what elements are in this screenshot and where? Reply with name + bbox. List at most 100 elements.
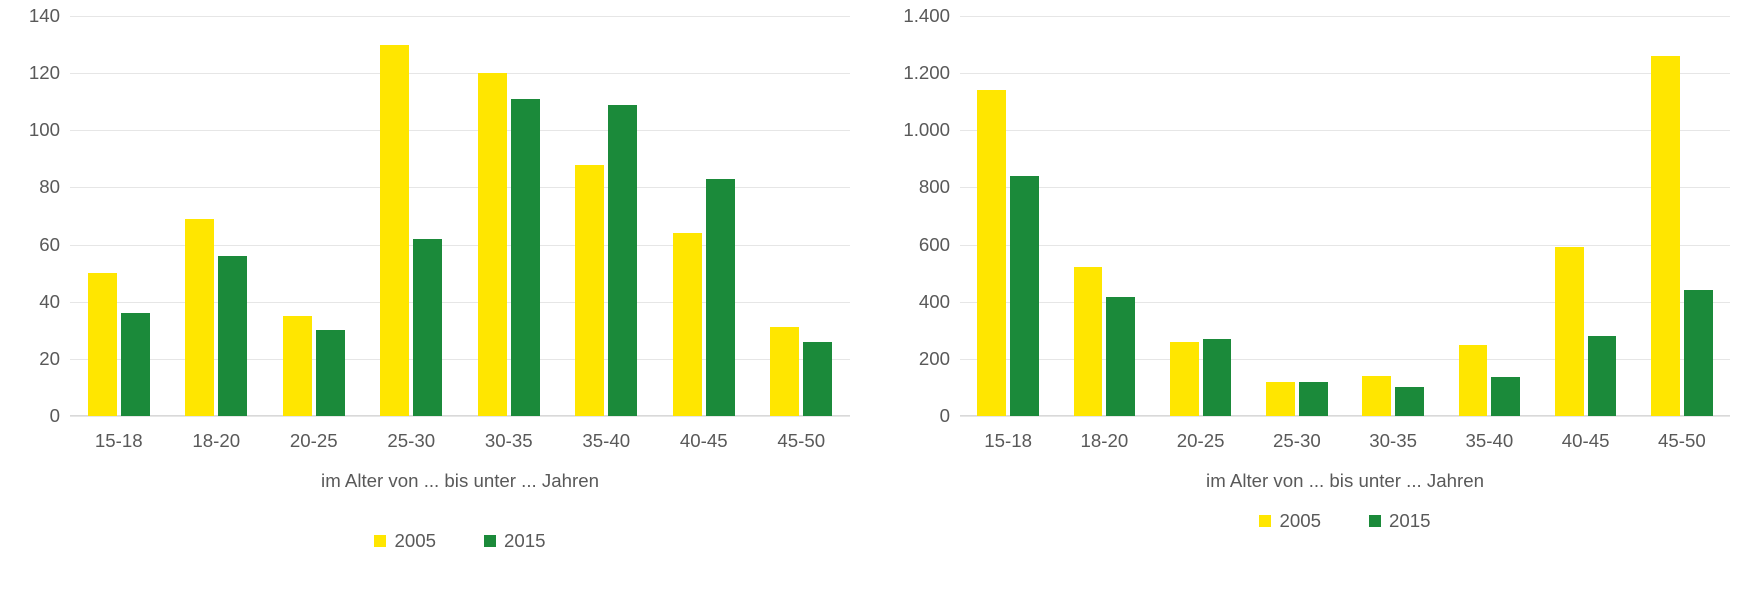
bar-s2015 — [1010, 176, 1039, 416]
x-tick-label: 40-45 — [655, 430, 753, 452]
bar-s2005 — [380, 45, 409, 416]
x-tick-label: 15-18 — [960, 430, 1056, 452]
bar-group — [558, 16, 656, 416]
bar-s2015 — [608, 105, 637, 416]
bar-s2015 — [413, 239, 442, 416]
bar-s2005 — [673, 233, 702, 416]
bar-s2005 — [977, 90, 1006, 416]
legend-item-s2015: 2015 — [484, 530, 546, 552]
bar-s2005 — [88, 273, 117, 416]
bar-s2015 — [1395, 387, 1424, 416]
y-tick-label: 100 — [0, 119, 68, 141]
x-tick-label: 45-50 — [753, 430, 851, 452]
x-tick-label: 25-30 — [1249, 430, 1345, 452]
y-tick-label: 120 — [0, 62, 68, 84]
y-tick-label: 80 — [0, 176, 68, 198]
bar-s2015 — [1588, 336, 1617, 416]
y-tick-label: 1.200 — [880, 62, 958, 84]
x-tick-row: 15-1818-2020-2525-3030-3535-4040-4545-50 — [960, 430, 1730, 452]
bar-group — [1634, 16, 1730, 416]
bar-s2015 — [1684, 290, 1713, 416]
bar-s2005 — [1651, 56, 1680, 416]
chart-panel-right: 02004006008001.0001.2001.40015-1818-2020… — [880, 0, 1760, 592]
x-tick-label: 18-20 — [1056, 430, 1152, 452]
y-tick-label: 200 — [880, 348, 958, 370]
legend-item-s2015: 2015 — [1369, 510, 1431, 532]
x-tick-label: 18-20 — [168, 430, 266, 452]
bar-s2005 — [1555, 247, 1584, 416]
bar-group — [1538, 16, 1634, 416]
chart-panel-left: 02040608010012014015-1818-2020-2525-3030… — [0, 0, 880, 592]
y-tick-label: 800 — [880, 176, 958, 198]
legend-label: 2015 — [1389, 510, 1431, 532]
bar-group — [655, 16, 753, 416]
legend-item-s2005: 2005 — [374, 530, 436, 552]
bar-s2015 — [1491, 377, 1520, 416]
bar-group — [265, 16, 363, 416]
y-tick-label: 1.400 — [880, 5, 958, 27]
bar-s2005 — [283, 316, 312, 416]
legend-item-s2005: 2005 — [1259, 510, 1321, 532]
bar-group — [753, 16, 851, 416]
bar-group — [960, 16, 1056, 416]
bar-s2005 — [1266, 382, 1295, 416]
bar-s2015 — [1203, 339, 1232, 416]
legend-label: 2005 — [394, 530, 436, 552]
bar-s2005 — [1362, 376, 1391, 416]
x-axis-label: im Alter von ... bis unter ... Jahren — [960, 470, 1730, 492]
x-tick-label: 30-35 — [1345, 430, 1441, 452]
x-tick-label: 35-40 — [1441, 430, 1537, 452]
y-tick-label: 600 — [880, 234, 958, 256]
bar-group — [70, 16, 168, 416]
bar-s2015 — [1106, 297, 1135, 416]
bar-s2015 — [1299, 382, 1328, 416]
plot-area — [960, 16, 1730, 416]
bars-container — [960, 16, 1730, 416]
bar-group — [1441, 16, 1537, 416]
bar-s2015 — [706, 179, 735, 416]
x-tick-label: 45-50 — [1634, 430, 1730, 452]
legend-label: 2005 — [1279, 510, 1321, 532]
gridline — [70, 416, 850, 417]
x-tick-label: 20-25 — [265, 430, 363, 452]
gridline — [960, 416, 1730, 417]
bar-s2015 — [803, 342, 832, 416]
x-tick-label: 35-40 — [558, 430, 656, 452]
x-tick-row: 15-1818-2020-2525-3030-3535-4040-4545-50 — [70, 430, 850, 452]
bar-s2005 — [1459, 345, 1488, 416]
y-tick-label: 140 — [0, 5, 68, 27]
y-tick-label: 60 — [0, 234, 68, 256]
bar-s2005 — [575, 165, 604, 416]
y-tick-label: 40 — [0, 291, 68, 313]
bar-s2005 — [1074, 267, 1103, 416]
bar-s2015 — [316, 330, 345, 416]
legend: 2005 2015 — [960, 510, 1730, 532]
x-tick-label: 20-25 — [1153, 430, 1249, 452]
legend-swatch-icon — [1259, 515, 1271, 527]
x-tick-label: 30-35 — [460, 430, 558, 452]
y-tick-label: 0 — [880, 405, 958, 427]
y-tick-label: 0 — [0, 405, 68, 427]
bar-s2005 — [478, 73, 507, 416]
x-tick-label: 40-45 — [1538, 430, 1634, 452]
bar-group — [363, 16, 461, 416]
y-tick-label: 1.000 — [880, 119, 958, 141]
bar-group — [1345, 16, 1441, 416]
bar-group — [168, 16, 266, 416]
legend-label: 2015 — [504, 530, 546, 552]
plot-area — [70, 16, 850, 416]
bar-group — [1056, 16, 1152, 416]
x-axis-label: im Alter von ... bis unter ... Jahren — [70, 470, 850, 492]
bar-s2005 — [185, 219, 214, 416]
bar-s2005 — [770, 327, 799, 416]
legend-swatch-icon — [484, 535, 496, 547]
bar-s2005 — [1170, 342, 1199, 416]
bars-container — [70, 16, 850, 416]
y-tick-label: 400 — [880, 291, 958, 313]
legend-swatch-icon — [1369, 515, 1381, 527]
legend: 2005 2015 — [70, 530, 850, 552]
legend-swatch-icon — [374, 535, 386, 547]
x-tick-label: 25-30 — [363, 430, 461, 452]
bar-s2015 — [121, 313, 150, 416]
bar-group — [460, 16, 558, 416]
